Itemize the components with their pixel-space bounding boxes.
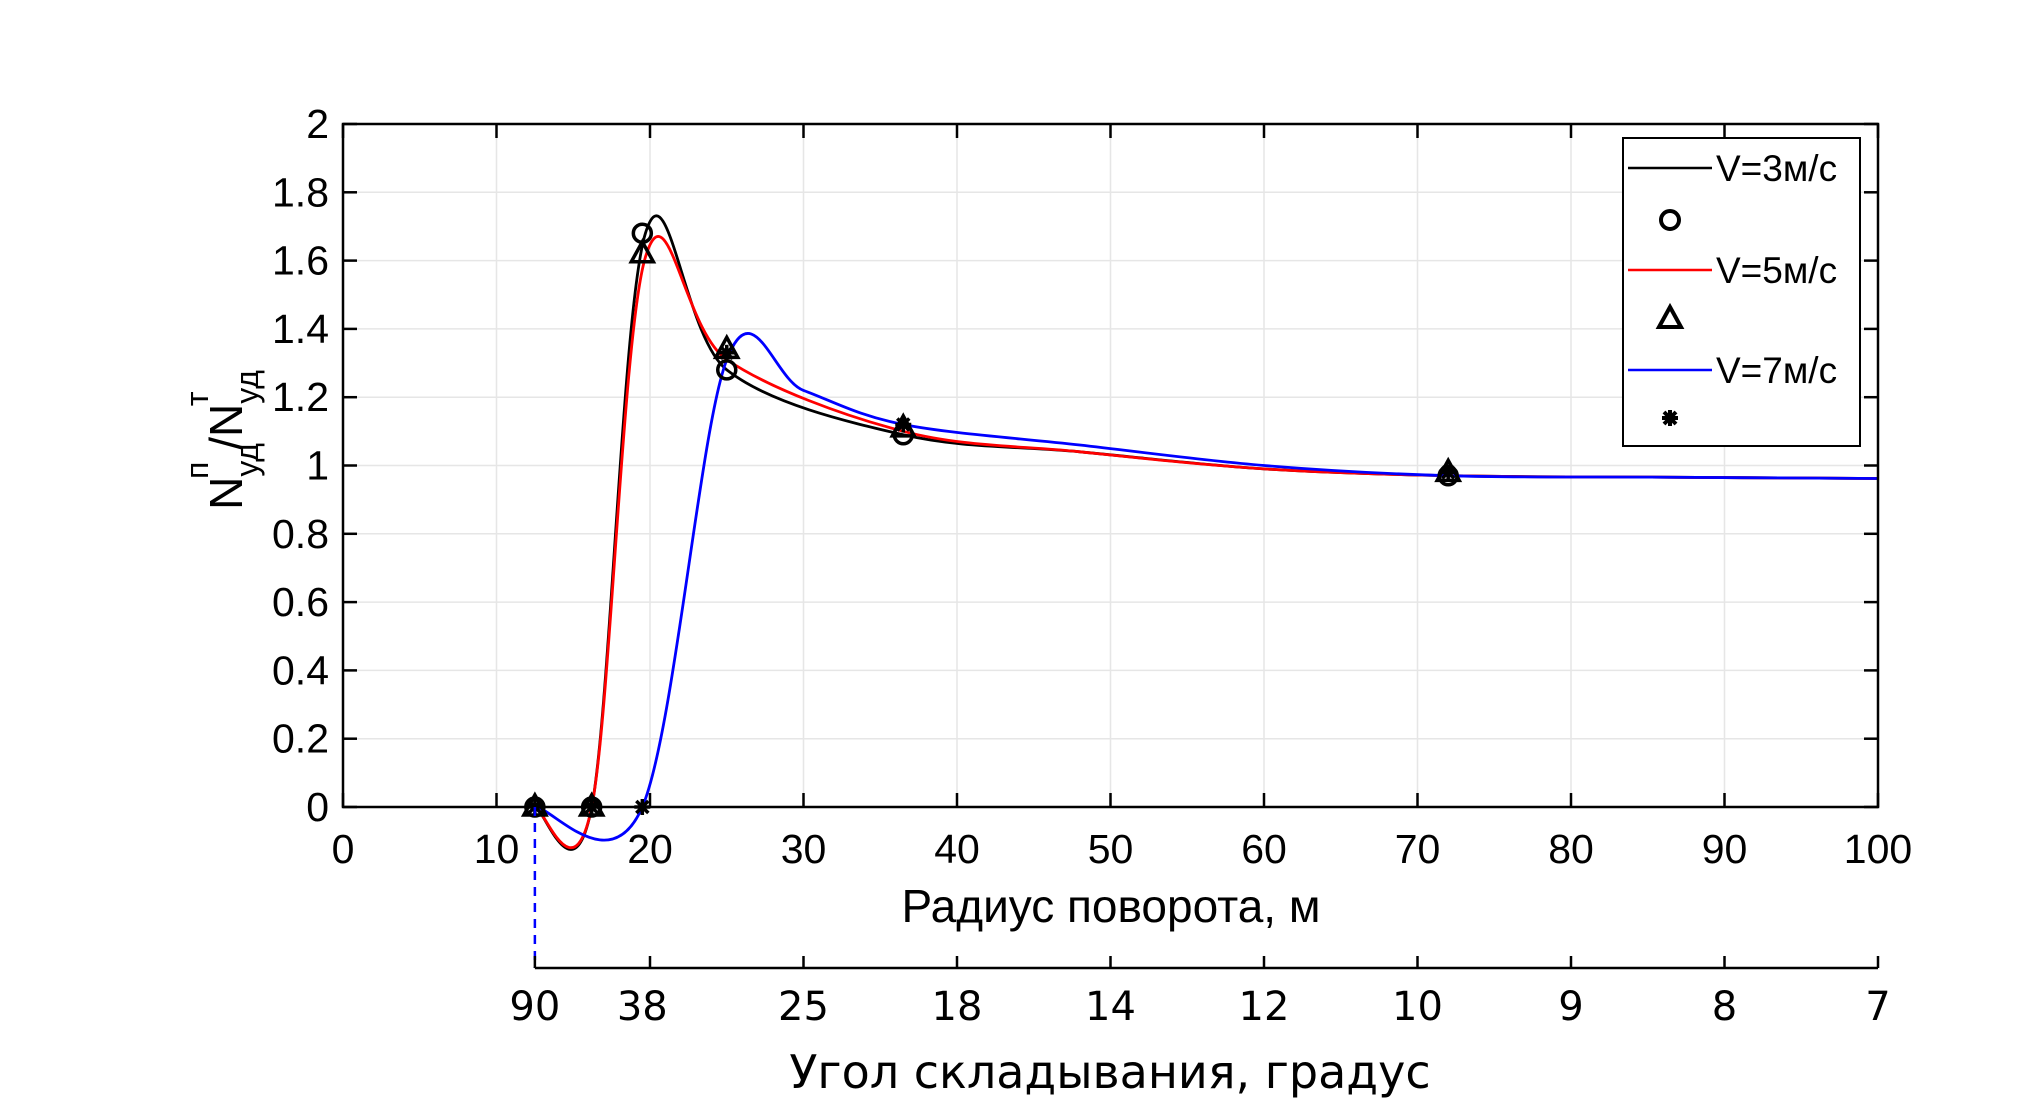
secondary-tick-label: 9	[1558, 984, 1583, 1030]
y-tick-label: 1.4	[272, 306, 329, 352]
x-tick-label: 30	[781, 826, 827, 872]
x-tick-label: 70	[1395, 826, 1441, 872]
marker-triangle	[628, 238, 657, 264]
y-tick-label: 1.8	[272, 169, 329, 215]
secondary-tick-label: 8	[1712, 984, 1737, 1030]
y-tick-label: 0.6	[272, 579, 329, 625]
x-tick-label: 40	[934, 826, 980, 872]
legend-label-v3: V=3м/с	[1716, 148, 1837, 189]
y-axis-title: Nудп/Nудт	[179, 370, 265, 510]
legend-label-v7: V=7м/с	[1716, 350, 1837, 391]
x-tick-label: 60	[1241, 826, 1287, 872]
legend: V=3м/с V=5м/с V=7м/с	[1622, 137, 1861, 447]
x-tick-label: 100	[1844, 826, 1912, 872]
marker-star	[718, 344, 735, 361]
secondary-tick-label: 90	[509, 984, 560, 1030]
secondary-tick-label: 25	[778, 984, 829, 1030]
y-tick-label: 2	[306, 101, 329, 147]
x-tick-label: 80	[1548, 826, 1594, 872]
x-tick-label: 0	[332, 826, 355, 872]
secondary-tick-label: 14	[1085, 984, 1136, 1030]
y-title-base-1: N	[200, 477, 252, 510]
y-tick-label: 0.4	[272, 647, 329, 693]
x-tick-label: 20	[627, 826, 673, 872]
x-tick-label: 50	[1088, 826, 1134, 872]
legend-box	[1622, 137, 1861, 447]
marker-star	[895, 416, 912, 433]
y-title-sub-2: уд	[229, 370, 265, 404]
y-tick-label: 1	[306, 443, 329, 489]
x-tick-labels: 0 10 20 30 40 50 60 70 80 90 100	[332, 826, 1913, 872]
secondary-axis: 90 38 25 18 14 12 10 9 8 7	[509, 807, 1891, 1030]
axis-ticks	[341, 122, 1880, 809]
secondary-axis-title: Угол складывания, градус	[789, 1045, 1430, 1099]
y-tick-label: 1.6	[272, 238, 329, 284]
y-title-base-2: N	[200, 404, 252, 437]
marker-star	[1440, 464, 1457, 481]
secondary-tick-label: 18	[932, 984, 983, 1030]
y-title-slash: /	[200, 437, 252, 450]
y-tick-label: 0	[306, 784, 329, 830]
legend-marker-circle	[1659, 209, 1681, 231]
series-line-3	[534, 332, 1879, 842]
y-tick-label: 0.8	[272, 511, 329, 557]
secondary-tick-label: 7	[1865, 984, 1890, 1030]
marker-circle	[716, 359, 738, 381]
secondary-tick-label: 12	[1239, 984, 1290, 1030]
y-title-sub-1: уд	[229, 443, 265, 477]
y-tick-label: 0.2	[272, 716, 329, 762]
y-tick-label: 1.2	[272, 374, 329, 420]
x-tick-label: 10	[474, 826, 520, 872]
legend-marker-triangle	[1655, 302, 1685, 329]
y-title-sup-2: т	[179, 391, 215, 406]
y-tick-labels: 0 0.2 0.4 0.6 0.8 1 1.2 1.4 1.6 1.8 2	[272, 101, 329, 830]
x-tick-label: 90	[1702, 826, 1748, 872]
y-title-sup-1: п	[179, 462, 215, 479]
secondary-tick-label: 38	[617, 984, 668, 1030]
legend-marker-star	[1662, 410, 1678, 426]
x-axis-title: Радиус поворота, м	[901, 880, 1320, 932]
legend-label-v5: V=5м/с	[1716, 250, 1837, 291]
secondary-tick-label: 10	[1392, 984, 1443, 1030]
